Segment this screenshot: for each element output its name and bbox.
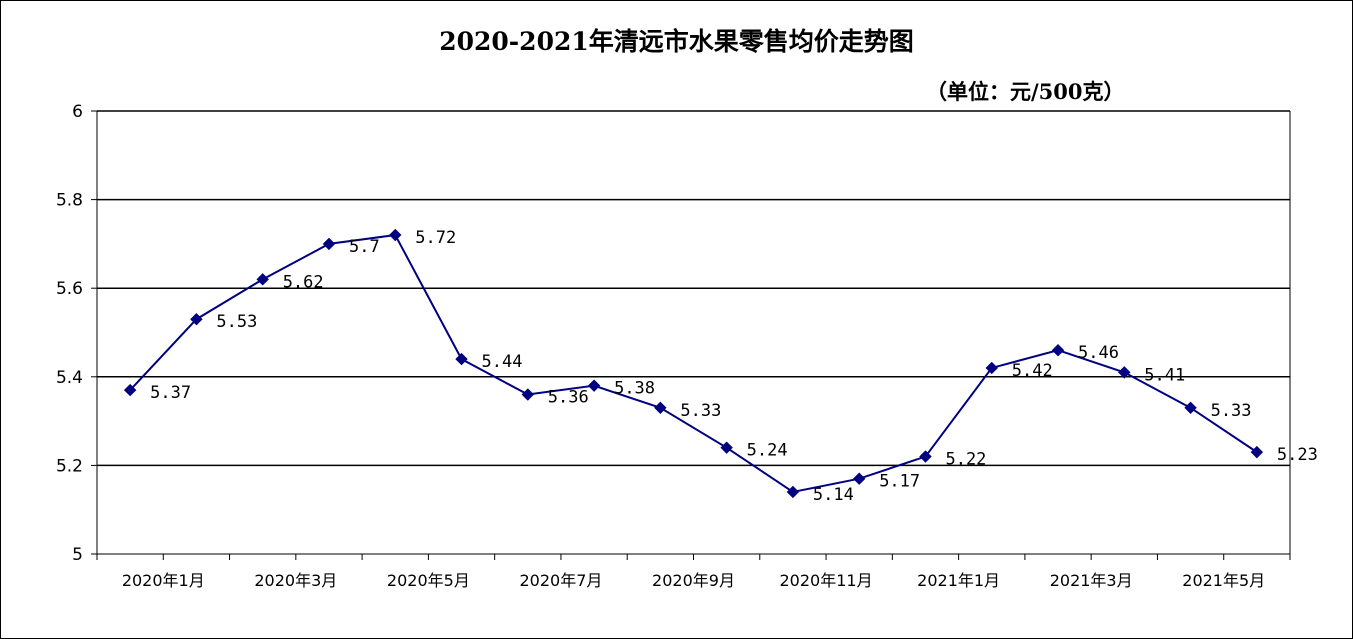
data-label: 5.38: [614, 379, 655, 399]
data-label: 5.33: [1211, 401, 1252, 421]
data-point: [389, 228, 402, 242]
x-tick-label: 2020年7月: [519, 571, 602, 590]
chart-title: 2020-2021年清远市水果零售均价走势图: [439, 27, 914, 56]
y-tick-label: 5.2: [56, 456, 83, 476]
data-point: [123, 383, 137, 397]
data-label: 5.22: [945, 450, 986, 470]
y-tick-label: 6: [72, 102, 83, 122]
x-tick-label: 2020年1月: [122, 571, 205, 590]
data-label: 5.17: [879, 472, 920, 492]
axes: [91, 110, 1291, 560]
data-point: [1118, 366, 1131, 379]
unit-label: （单位：元/500克）: [926, 79, 1125, 104]
data-point: [1051, 344, 1065, 357]
data-point: [720, 441, 733, 454]
series-line: [129, 233, 1258, 494]
data-label: 5.37: [150, 383, 191, 403]
y-tick-label: 5.4: [56, 368, 83, 388]
x-tick-label: 2021年5月: [1182, 571, 1265, 590]
x-tick-label: 2020年9月: [652, 571, 735, 590]
data-point: [256, 273, 269, 286]
data-label: 5.42: [1012, 361, 1053, 381]
data-label: 5.36: [548, 388, 589, 408]
data-label: 5.14: [813, 485, 854, 505]
data-markers: [123, 228, 1264, 499]
data-label: 5.24: [747, 441, 788, 461]
data-point: [1184, 401, 1197, 415]
data-label: 5.44: [482, 352, 523, 372]
data-label: 5.23: [1277, 445, 1318, 465]
data-point: [985, 361, 998, 375]
y-tick-label: 5.8: [56, 191, 83, 211]
data-label: 5.41: [1144, 365, 1185, 385]
data-point: [919, 450, 932, 463]
data-label: 5.72: [415, 228, 456, 248]
data-point: [455, 352, 468, 366]
x-tick-label: 2021年1月: [917, 571, 1000, 590]
series-path: [129, 233, 1258, 494]
y-tick-labels: 5 5.2 5.4 5.6 5.8 6: [56, 102, 83, 565]
x-tick-label: 2021年3月: [1050, 571, 1133, 590]
data-point: [852, 472, 866, 485]
x-tick-label: 2020年11月: [780, 571, 873, 590]
y-tick-label: 5.6: [56, 279, 83, 299]
data-point: [322, 237, 336, 251]
data-point: [1250, 445, 1264, 459]
y-tick-label: 5: [72, 545, 83, 565]
data-label: 5.46: [1078, 343, 1119, 363]
grid-lines: [97, 110, 1290, 467]
data-point: [587, 379, 601, 392]
data-label: 5.62: [283, 272, 324, 292]
x-tick-label: 2020年3月: [254, 571, 337, 590]
data-label: 5.7: [349, 237, 380, 257]
data-point: [786, 485, 800, 499]
data-point: [190, 313, 203, 326]
data-label: 5.33: [680, 401, 721, 421]
x-tick-label: 2020年5月: [387, 571, 470, 590]
data-point: [654, 401, 667, 415]
x-tick-labels: 2020年1月 2020年3月 2020年5月 2020年7月 2020年9月 2020年…: [122, 571, 1265, 590]
data-label: 5.53: [216, 312, 257, 332]
data-labels: 5.37 5.53 5.62 5.7 5.72 5.44 5.36 5.38 5.33 5.24 5…: [150, 228, 1318, 505]
data-point: [521, 388, 535, 401]
